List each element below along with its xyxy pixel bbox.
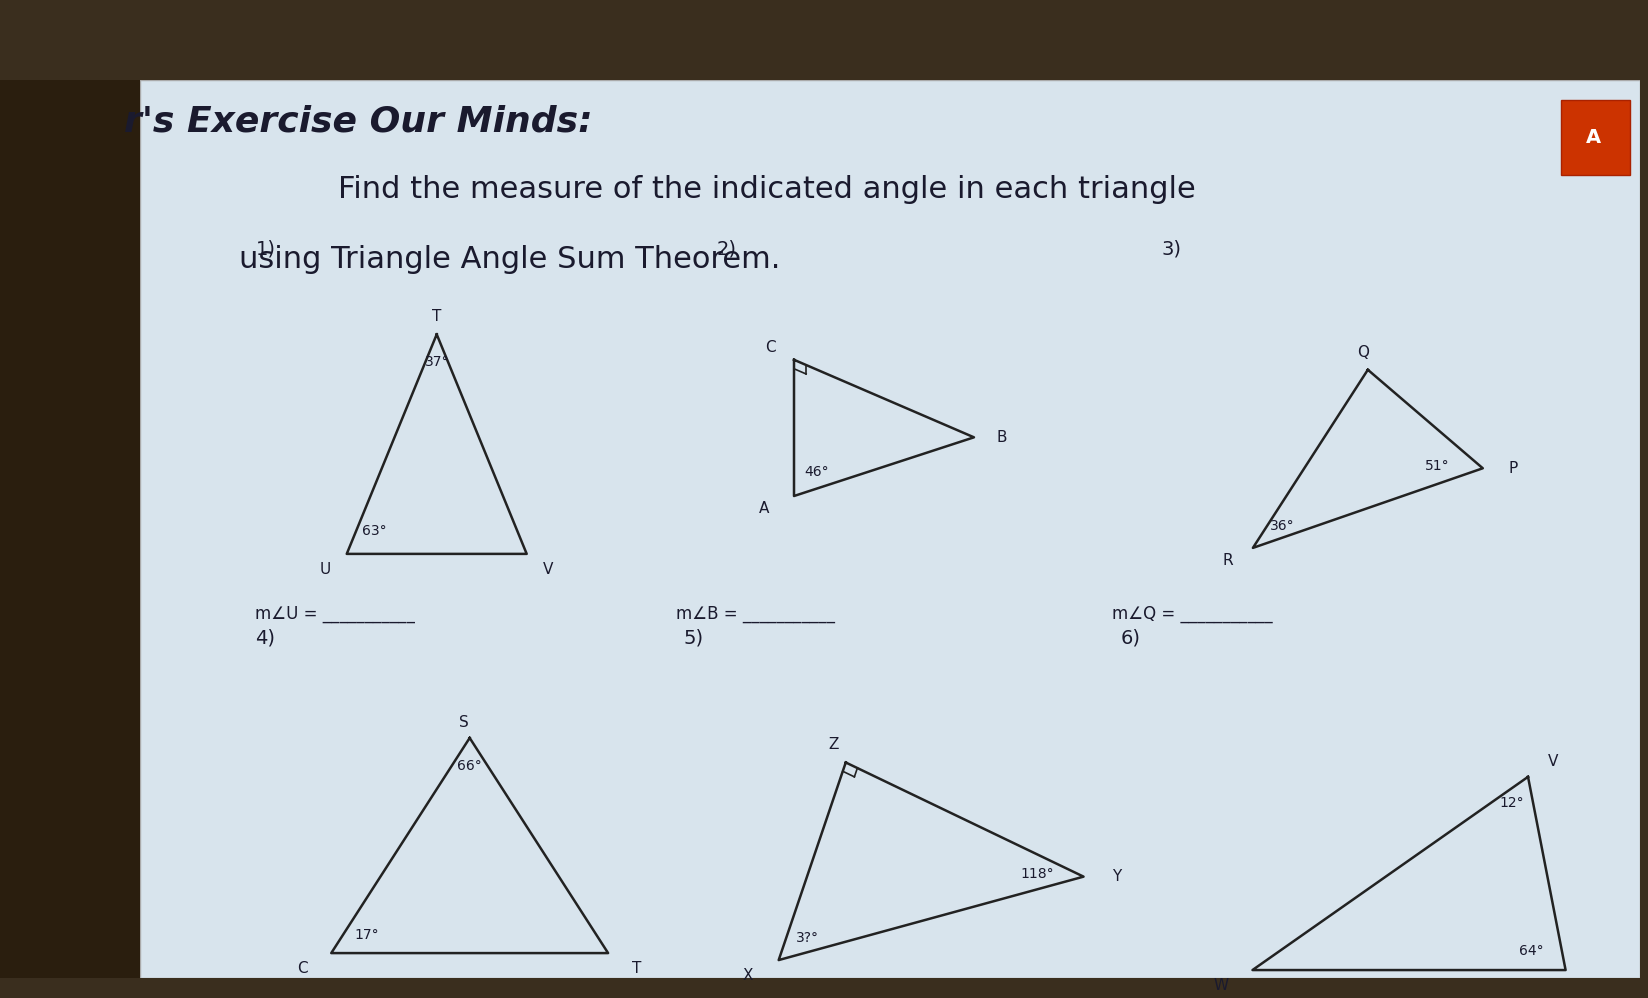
Text: V: V xyxy=(1547,753,1559,769)
Text: m∠U = ___________: m∠U = ___________ xyxy=(255,605,415,623)
Text: r's Exercise Our Minds:: r's Exercise Our Minds: xyxy=(124,105,592,139)
Text: Q: Q xyxy=(1356,345,1369,360)
Text: m∠B = ___________: m∠B = ___________ xyxy=(676,605,834,623)
Text: P: P xyxy=(1510,461,1518,476)
Text: C: C xyxy=(766,339,776,354)
Bar xyxy=(1640,0,1648,998)
Text: 51°: 51° xyxy=(1424,459,1449,473)
Text: C: C xyxy=(297,961,308,976)
Text: 5): 5) xyxy=(684,629,704,648)
Text: m∠Q = ___________: m∠Q = ___________ xyxy=(1112,605,1272,623)
Text: 2): 2) xyxy=(717,240,737,258)
Text: 63°: 63° xyxy=(363,525,387,539)
Bar xyxy=(0,0,140,998)
Text: 118°: 118° xyxy=(1020,867,1055,881)
Text: 17°: 17° xyxy=(354,928,379,942)
Text: S: S xyxy=(460,715,468,731)
Text: 6): 6) xyxy=(1121,629,1140,648)
Text: Y: Y xyxy=(1112,869,1122,884)
Text: W: W xyxy=(1213,978,1229,993)
Text: using Triangle Angle Sum Theorem.: using Triangle Angle Sum Theorem. xyxy=(239,245,781,273)
Text: 3?°: 3?° xyxy=(796,931,819,945)
Bar xyxy=(0,0,1648,80)
Text: Find the measure of the indicated angle in each triangle: Find the measure of the indicated angle … xyxy=(338,175,1195,204)
Text: 4): 4) xyxy=(255,629,275,648)
Text: 66°: 66° xyxy=(456,758,483,772)
Text: 12°: 12° xyxy=(1500,796,1524,810)
Text: B: B xyxy=(997,430,1007,445)
Text: Z: Z xyxy=(829,738,839,752)
Text: 1): 1) xyxy=(255,240,275,258)
Text: 37°: 37° xyxy=(425,355,448,369)
Bar xyxy=(0,978,1648,998)
Text: T: T xyxy=(633,961,641,976)
Text: 64°: 64° xyxy=(1519,944,1544,958)
Text: A: A xyxy=(758,501,770,516)
Text: T: T xyxy=(432,309,442,324)
Text: X: X xyxy=(743,968,753,983)
Bar xyxy=(1561,100,1630,175)
Text: 46°: 46° xyxy=(804,465,829,479)
Text: 36°: 36° xyxy=(1269,519,1294,533)
Text: A: A xyxy=(1585,128,1602,148)
Text: R: R xyxy=(1223,553,1233,568)
Text: 3): 3) xyxy=(1162,240,1182,258)
Text: U: U xyxy=(320,562,331,577)
Text: V: V xyxy=(542,562,554,577)
